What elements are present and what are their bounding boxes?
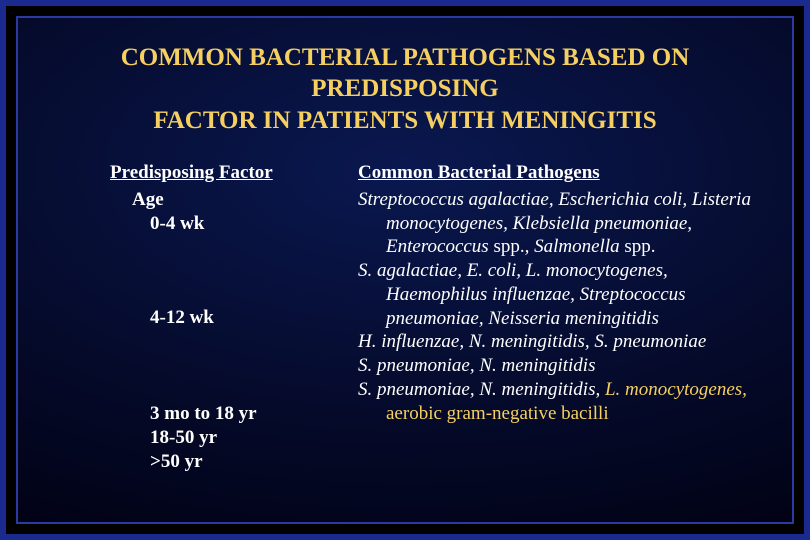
pathogen-row-gt50yr: S. pneumoniae, N. meningitidis, L. monoc… <box>358 378 768 426</box>
pathogen-text: S. pneumoniae, N. meningitidis, <box>358 379 605 400</box>
pathogen-row-3mo-18yr: H. influenzae, N. meningitidis, S. pneum… <box>358 330 768 354</box>
spacer <box>150 235 346 306</box>
age-row-18-50yr: 18-50 yr <box>150 426 346 450</box>
age-list: 0-4 wk 4-12 wk 3 mo to 18 yr 18-50 yr >5… <box>110 212 346 474</box>
right-column: Common Bacterial Pathogens Streptococcus… <box>358 162 774 474</box>
pathogen-row-18-50yr: S. pneumoniae, N. meningitidis <box>358 354 768 378</box>
pathogen-text: spp. <box>493 236 524 257</box>
left-column: Predisposing Factor Age 0-4 wk 4-12 wk 3… <box>36 162 346 474</box>
pathogen-text: S. pneumoniae, N. meningitidis <box>358 355 595 376</box>
right-column-header: Common Bacterial Pathogens <box>358 162 768 184</box>
title-line-2: FACTOR IN PATIENTS WITH MENINGITIS <box>153 107 656 134</box>
left-column-header: Predisposing Factor <box>110 162 346 184</box>
pathogen-text: , Salmonella <box>525 236 625 257</box>
pathogen-text-accent: L. monocytogenes, <box>605 379 747 400</box>
pathogen-text: S. agalactiae, E. coli, L. monocytogenes… <box>358 260 686 329</box>
factor-group: Age 0-4 wk 4-12 wk 3 mo to 18 yr 18-50 y… <box>110 188 346 474</box>
slide-title: COMMON BACTERIAL PATHOGENS BASED ON PRED… <box>36 42 774 136</box>
slide-outer-border: COMMON BACTERIAL PATHOGENS BASED ON PRED… <box>0 0 810 540</box>
age-row-4-12wk: 4-12 wk <box>150 306 346 330</box>
pathogen-list: Streptococcus agalactiae, Escherichia co… <box>358 188 768 426</box>
age-row-0-4wk: 0-4 wk <box>150 212 346 236</box>
age-row-gt50yr: >50 yr <box>150 450 346 474</box>
age-row-3mo-18yr: 3 mo to 18 yr <box>150 402 346 426</box>
title-line-1: COMMON BACTERIAL PATHOGENS BASED ON PRED… <box>121 44 690 102</box>
pathogen-text: spp. <box>624 236 655 257</box>
pathogen-row-0-4wk: Streptococcus agalactiae, Escherichia co… <box>358 188 768 259</box>
pathogen-row-4-12wk: S. agalactiae, E. coli, L. monocytogenes… <box>358 259 768 330</box>
spacer <box>150 330 346 402</box>
content-columns: Predisposing Factor Age 0-4 wk 4-12 wk 3… <box>36 162 774 474</box>
pathogen-text-accent: aerobic gram-negative bacilli <box>386 403 609 424</box>
factor-label-age: Age <box>110 188 346 212</box>
slide-canvas: COMMON BACTERIAL PATHOGENS BASED ON PRED… <box>16 16 794 524</box>
slide-mid-border: COMMON BACTERIAL PATHOGENS BASED ON PRED… <box>6 6 804 534</box>
pathogen-text: H. influenzae, N. meningitidis, S. pneum… <box>358 331 706 352</box>
